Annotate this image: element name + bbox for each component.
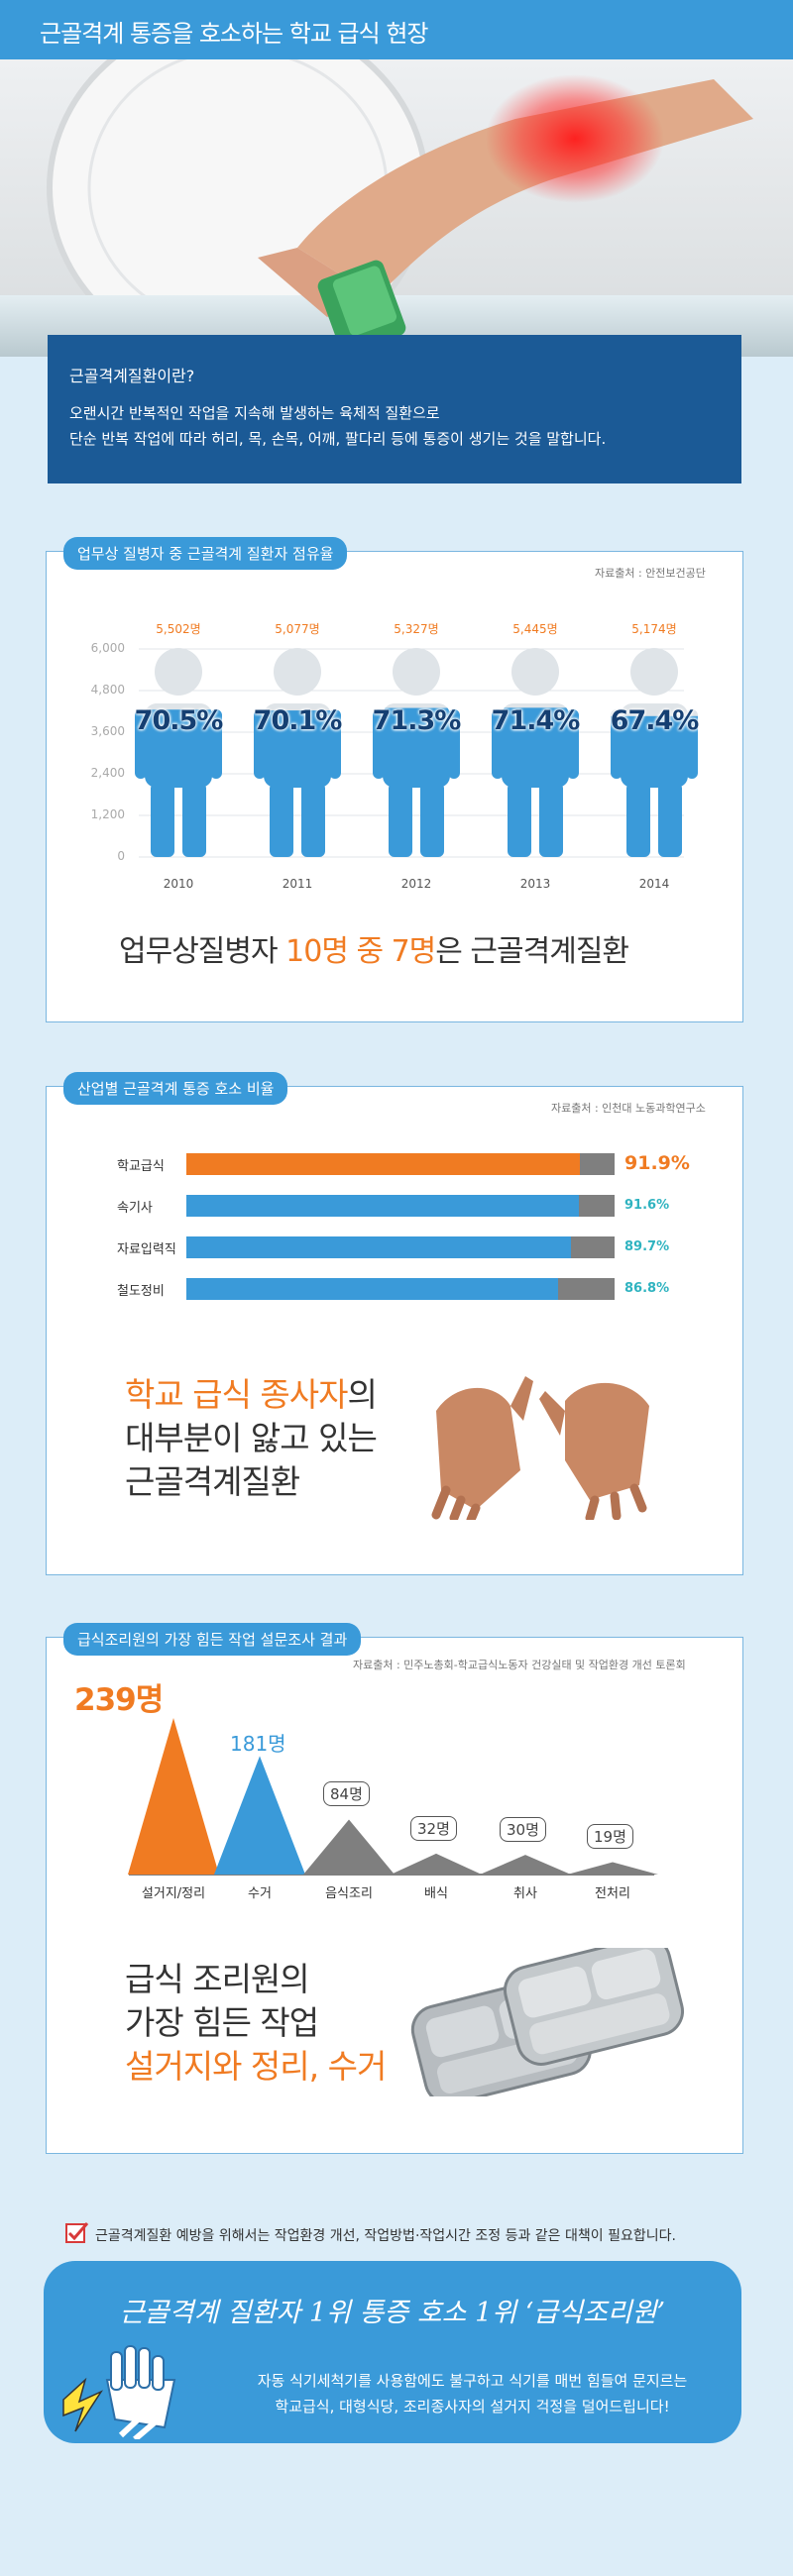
definition-title: 근골격계질환이란? xyxy=(69,367,195,385)
bar-value-label: 91.6% xyxy=(624,1198,670,1213)
triangle-bar xyxy=(567,1862,658,1875)
y-tick-label: 2,400 xyxy=(90,766,125,780)
category-label: 수거 xyxy=(248,1886,272,1901)
definition-box: 근골격계질환이란? 오랜시간 반복적인 작업을 지속해 발생하는 육체적 질환으… xyxy=(48,335,741,483)
definition-line-2: 단순 반복 작업에 따라 허리, 목, 손목, 어깨, 팔다리 등에 통증이 생… xyxy=(69,430,607,448)
occupancy-source: 자료출처 : 안전보건공단 xyxy=(595,567,706,580)
task-headline: 급식 조리원의 가장 힘든 작업 설거지와 정리, 수거 xyxy=(125,1958,387,2089)
bar-fill xyxy=(186,1195,579,1217)
person-figure xyxy=(373,648,460,857)
bar-fill xyxy=(186,1278,558,1300)
worker-highlight: 학교 급식 종사자 xyxy=(125,1375,348,1414)
category-label: 음식조리 xyxy=(325,1886,373,1901)
glove-icon xyxy=(62,2345,176,2439)
summary-part-c: 은 근골격계질환 xyxy=(435,934,629,969)
value-bubble: 30명 xyxy=(500,1817,546,1843)
category-label: 설거지/정리 xyxy=(141,1886,206,1901)
y-tick-label: 3,600 xyxy=(90,724,125,738)
count-label: 5,174명 xyxy=(631,622,677,636)
bar-category-label: 학교급식 xyxy=(117,1159,165,1174)
occupancy-section-title: 업무상 질병자 중 근골격계 질환자 점유율 xyxy=(63,537,348,570)
bar-fill xyxy=(186,1236,571,1258)
year-label: 2012 xyxy=(400,877,432,891)
industry-source: 자료출처 : 인천대 노동과학연구소 xyxy=(551,1102,706,1115)
value-bubble: 84명 xyxy=(323,1781,370,1807)
percent-label: 71.3% xyxy=(372,705,462,736)
occupancy-summary: 업무상질병자 10명 중 7명은 근골격계질환 xyxy=(119,926,629,970)
percent-label: 70.1% xyxy=(253,705,343,736)
steel-trays-image xyxy=(410,1948,684,2096)
category-label: 취사 xyxy=(513,1886,537,1901)
triangle-bar xyxy=(128,1718,219,1875)
bar-value-label: 86.8% xyxy=(624,1281,670,1296)
promo-box: 근골격계 질환자 1위 통증 호소 1위 ‘급식조리원’ 자동 식기세척기를 사… xyxy=(44,2261,741,2443)
percent-label: 70.5% xyxy=(134,705,224,736)
worker-headline: 학교 급식 종사자의 대부분이 앓고 있는 근골격계질환 xyxy=(125,1373,378,1504)
prevention-note: 근골격계질환 예방을 위해서는 작업환경 개선, 작업방법·작업시간 조정 등과… xyxy=(95,2228,676,2244)
y-tick-label: 6,000 xyxy=(90,641,125,655)
hands-image xyxy=(431,1376,649,1520)
summary-part-a: 업무상질병자 xyxy=(119,934,286,969)
year-label: 2010 xyxy=(163,877,194,891)
y-tick-label: 1,200 xyxy=(90,807,125,821)
category-label: 전처리 xyxy=(595,1886,630,1901)
count-label: 5,445명 xyxy=(512,622,558,636)
promo-description-2: 학교급식, 대형식당, 조리종사자의 설거지 걱정을 덜어드립니다! xyxy=(275,2398,670,2415)
triangle-bar xyxy=(303,1819,395,1875)
task-section-title: 급식조리원의 가장 힘든 작업 설문조사 결과 xyxy=(63,1623,362,1656)
y-tick-label: 4,800 xyxy=(90,683,125,697)
dishwashing-illustration xyxy=(0,59,793,357)
task-source: 자료출처 : 민주노총회-학교급식노동자 건강실태 및 작업환경 개선 토론회 xyxy=(353,1659,686,1671)
count-label: 5,077명 xyxy=(275,622,320,636)
page-title: 근골격계 통증을 호소하는 학교 급식 현장 xyxy=(40,20,429,48)
count-label: 5,327명 xyxy=(394,622,439,636)
bar-category-label: 철도정비 xyxy=(117,1284,165,1299)
person-figure xyxy=(492,648,579,857)
value-bubble: 32명 xyxy=(410,1815,457,1841)
task-headline-line-3: 설거지와 정리, 수거 xyxy=(125,2047,387,2086)
checkbox-icon xyxy=(65,2222,89,2243)
bar-fill xyxy=(186,1153,580,1175)
bar-category-label: 자료입력직 xyxy=(117,1242,176,1257)
task-chart xyxy=(128,1718,658,1876)
value-label: 239명 xyxy=(74,1682,164,1718)
bar-value-label: 91.9% xyxy=(624,1152,690,1174)
triangle-bar xyxy=(214,1756,305,1875)
person-figure xyxy=(135,648,222,857)
year-label: 2013 xyxy=(519,877,551,891)
person-fill xyxy=(611,715,698,857)
promo-description-1: 자동 식기세척기를 사용함에도 불구하고 식기를 매번 힘들여 문지르는 xyxy=(257,2372,688,2390)
person-figure xyxy=(254,648,341,857)
worker-headline-line-2: 대부분이 앓고 있는 xyxy=(125,1419,378,1457)
bar-category-label: 속기사 xyxy=(117,1201,153,1216)
occupancy-chart xyxy=(135,648,698,858)
worker-headline-line-1: 학교 급식 종사자의 xyxy=(125,1373,378,1417)
count-label: 5,502명 xyxy=(156,622,201,636)
triangle-bar xyxy=(480,1855,571,1875)
worker-headline-suffix: 의 xyxy=(347,1375,378,1414)
task-panel xyxy=(46,1637,743,2154)
y-tick-label: 0 xyxy=(117,849,125,863)
value-label: 181명 xyxy=(230,1732,286,1757)
header-bar: 근골격계 통증을 호소하는 학교 급식 현장 xyxy=(0,0,793,59)
hero-image xyxy=(0,59,793,357)
industry-section-title: 산업별 근골격계 통증 호소 비율 xyxy=(63,1072,288,1105)
percent-label: 67.4% xyxy=(610,705,700,736)
promo-headline: 근골격계 질환자 1위 통증 호소 1위 ‘급식조리원’ xyxy=(119,2298,666,2328)
bar-value-label: 89.7% xyxy=(624,1239,670,1254)
percent-label: 71.4% xyxy=(491,705,581,736)
value-bubble: 19명 xyxy=(587,1824,633,1850)
year-label: 2014 xyxy=(638,877,670,891)
worker-headline-line-3: 근골격계질환 xyxy=(125,1462,300,1501)
year-label: 2011 xyxy=(282,877,313,891)
definition-line-1: 오랜시간 반복적인 작업을 지속해 발생하는 육체적 질환으로 xyxy=(69,404,440,422)
task-headline-line-2: 가장 힘든 작업 xyxy=(125,2003,319,2042)
task-headline-line-1: 급식 조리원의 xyxy=(125,1960,310,1998)
triangle-bar xyxy=(391,1853,482,1875)
summary-highlight: 10명 중 7명 xyxy=(285,934,436,969)
person-figure xyxy=(611,648,698,857)
category-label: 배식 xyxy=(424,1886,448,1901)
